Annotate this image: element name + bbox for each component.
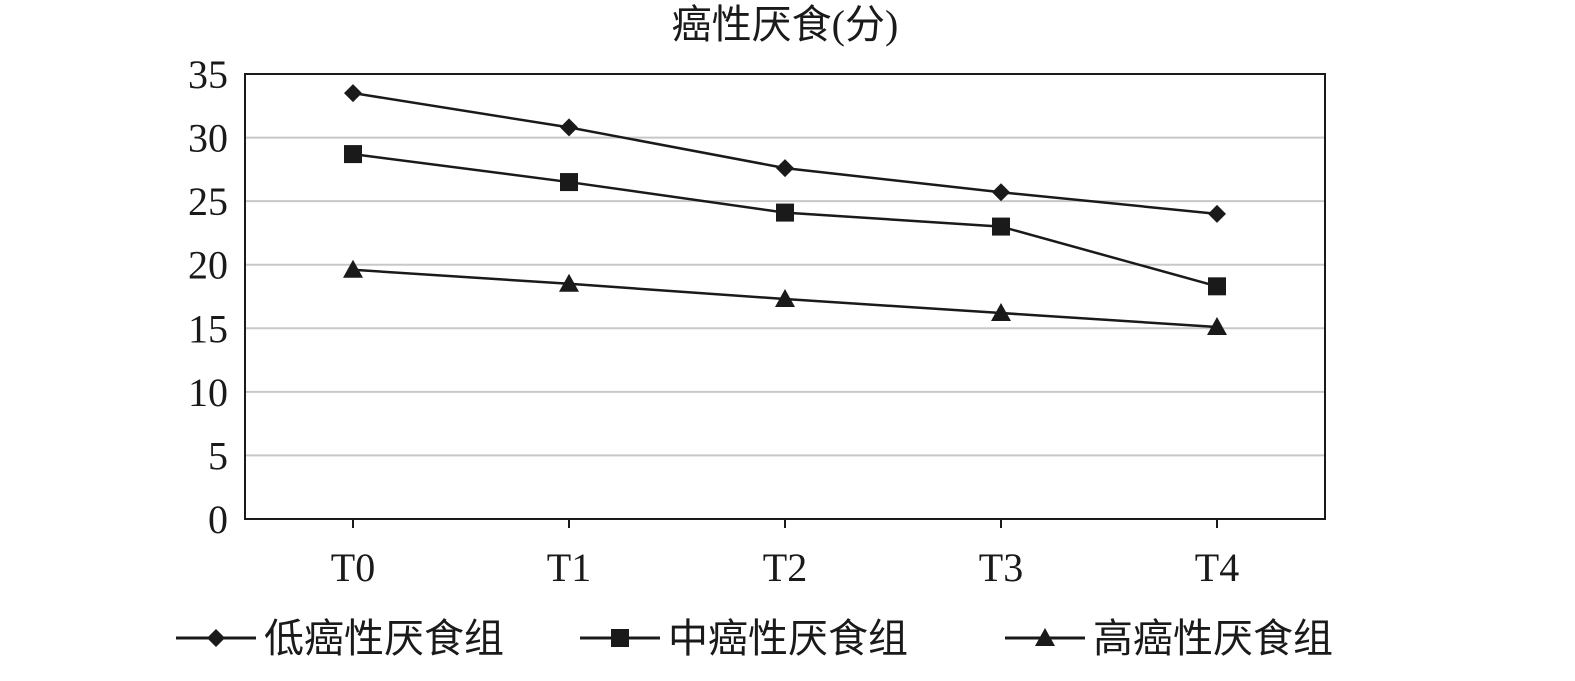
chart-title: 癌性厌食(分)	[672, 2, 899, 47]
legend-label: 中癌性厌食组	[668, 616, 908, 661]
data-point-diamond	[1208, 204, 1226, 223]
x-tick-label: T4	[1195, 545, 1239, 590]
data-point-diamond	[560, 118, 578, 137]
y-tick-label: 10	[188, 370, 228, 415]
legend-label: 低癌性厌食组	[264, 616, 504, 661]
data-point-triangle	[559, 273, 579, 292]
data-point-diamond	[992, 183, 1010, 202]
series-group	[343, 84, 1227, 336]
data-point-square	[1208, 277, 1226, 296]
data-point-triangle	[343, 259, 363, 278]
legend-item: 中癌性厌食组	[580, 616, 908, 661]
data-point-square	[776, 203, 794, 222]
legend-item: 高癌性厌食组	[1005, 616, 1333, 661]
legend-marker-diamond	[207, 629, 225, 647]
data-point-triangle	[1207, 317, 1227, 336]
y-tick-label: 15	[188, 306, 228, 351]
x-tick-label: T3	[979, 545, 1023, 590]
data-point-square	[344, 145, 362, 164]
legend-item: 低癌性厌食组	[176, 616, 504, 661]
axes: 0 5 10 15 20 25 30 35 T0 T1 T2 T3 T4	[188, 52, 1326, 590]
y-tick-label: 35	[188, 52, 228, 97]
data-point-triangle	[991, 303, 1011, 322]
series-line	[352, 91, 1218, 216]
y-tick-label: 5	[208, 433, 228, 478]
series-3	[343, 259, 1227, 336]
series-2	[344, 145, 1226, 296]
y-tick-label: 25	[188, 179, 228, 224]
gridlines	[245, 73, 1325, 457]
y-tick-label: 30	[188, 116, 228, 161]
legend-label: 高癌性厌食组	[1093, 616, 1333, 661]
data-point-diamond	[776, 159, 794, 178]
x-tick-label: T0	[331, 545, 375, 590]
legend-marker-triangle	[1035, 628, 1055, 646]
series-1	[344, 84, 1226, 223]
data-point-diamond	[344, 84, 362, 103]
legend-marker-square	[611, 629, 629, 647]
y-tick-label: 20	[188, 243, 228, 288]
data-point-square	[992, 217, 1010, 236]
data-point-square	[560, 173, 578, 192]
x-tick-label: T2	[763, 545, 807, 590]
y-tick-label: 0	[208, 497, 228, 542]
legend: 低癌性厌食组 中癌性厌食组 高癌性厌食组	[176, 616, 1333, 661]
data-point-triangle	[775, 289, 795, 308]
x-tick-label: T1	[547, 545, 591, 590]
